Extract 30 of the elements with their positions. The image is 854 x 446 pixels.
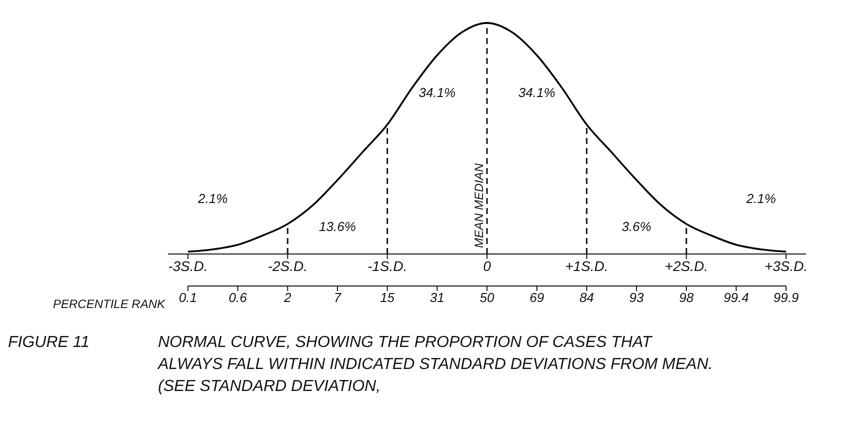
text: 2 xyxy=(283,290,292,306)
x-tick-label: -1S.D. xyxy=(367,258,408,274)
x-tick-label: +3S.D. xyxy=(764,258,808,274)
text: 7 xyxy=(334,290,342,306)
annotation: 13.6% xyxy=(319,218,356,234)
x-tick-label: +1S.D. xyxy=(565,258,608,274)
annotation: 34.1% xyxy=(518,84,556,100)
text: 93 xyxy=(629,290,645,306)
text: 0.1 xyxy=(178,290,197,306)
text: 69 xyxy=(530,290,544,306)
text: 31 xyxy=(430,290,444,306)
x2-axis-title: PERCENTILE RANK xyxy=(53,297,166,311)
annotation: 34.1% xyxy=(418,84,456,100)
annotation: 2.1% xyxy=(745,191,776,206)
text: 84 xyxy=(579,290,594,306)
text: 99.9 xyxy=(773,290,799,306)
text: 50 xyxy=(480,290,495,306)
ref-line-label: MEAN MEDIAN xyxy=(472,162,486,248)
x-tick-label: +2S.D. xyxy=(664,258,708,274)
x-tick-label: -2S.D. xyxy=(268,258,308,274)
annotation: 2.1% xyxy=(197,191,228,206)
annotation: 3.6% xyxy=(622,218,652,234)
x-tick-label: 0 xyxy=(483,258,492,274)
x-tick-label: -3S.D. xyxy=(168,258,208,274)
text: 0.6 xyxy=(228,290,248,306)
text: 99.4 xyxy=(724,290,749,306)
text: 98 xyxy=(679,290,694,306)
text: NORMAL CURVE, SHOWING THE PROPORTION OF CASES THAT ALWAYS FALL WITHIN INDICATED STANDARD DEVIATIONS FROM MEAN. (SEE STANDARD DEVIATION, xyxy=(158,333,714,397)
text: FIGURE 11 xyxy=(8,333,90,353)
text: 15 xyxy=(380,290,396,306)
